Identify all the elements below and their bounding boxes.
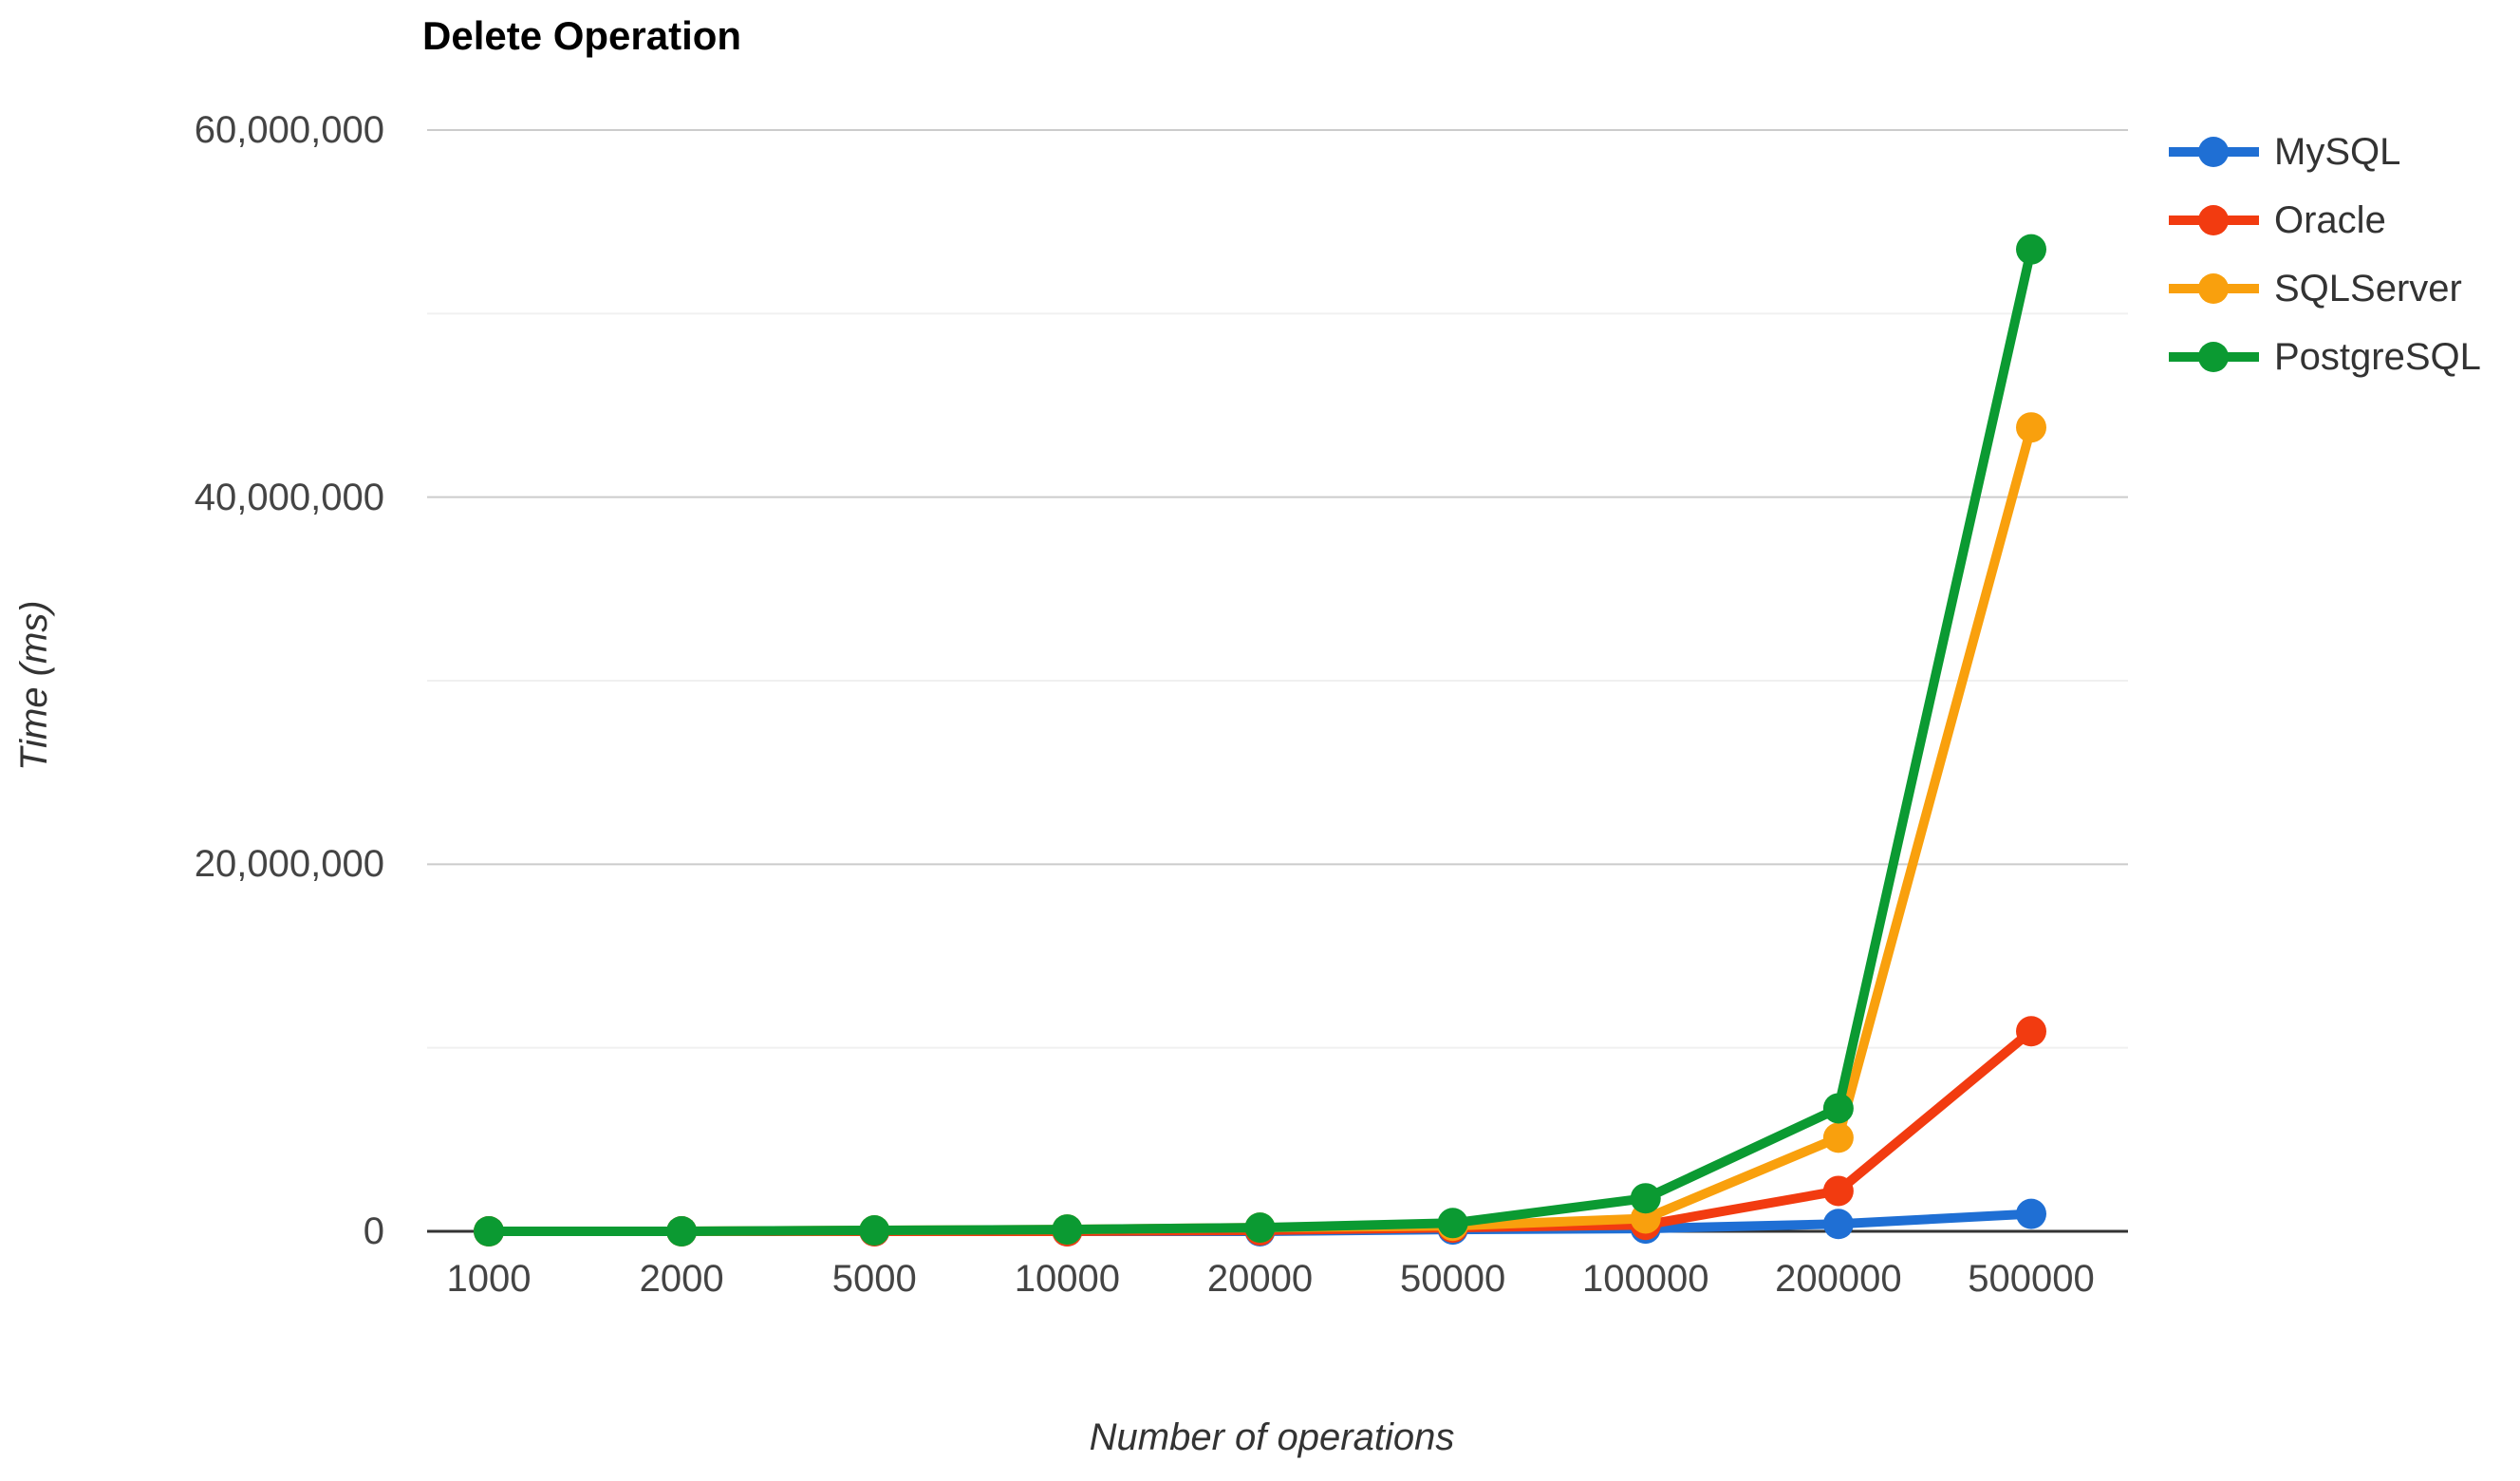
x-tick-label: 20000	[1206, 1258, 1314, 1300]
data-point-postgresql[interactable]	[2016, 234, 2046, 265]
legend-item-postgresql: PostgreSQL	[2169, 323, 2481, 391]
legend-item-sqlserver: SQLServer	[2169, 254, 2481, 323]
data-point-postgresql[interactable]	[1052, 1214, 1083, 1246]
legend-dot-icon	[2198, 342, 2229, 372]
chart-title: Delete Operation	[422, 13, 742, 58]
legend-line-marker-icon	[2169, 273, 2259, 304]
legend-dot-icon	[2198, 273, 2229, 304]
data-point-oracle[interactable]	[2016, 1016, 2046, 1047]
data-point-oracle[interactable]	[1822, 1175, 1854, 1207]
data-point-postgresql[interactable]	[859, 1215, 890, 1247]
legend: MySQL Oracle SQLServer PostgreSQL	[2169, 118, 2481, 391]
legend-dot-icon	[2198, 205, 2229, 235]
y-tick-label: 40,000,000	[194, 476, 384, 518]
legend-label: PostgreSQL	[2274, 335, 2481, 378]
legend-label: Oracle	[2274, 198, 2386, 241]
x-tick-label: 5000	[831, 1258, 917, 1300]
legend-item-oracle: Oracle	[2169, 186, 2481, 254]
legend-line-marker-icon	[2169, 342, 2259, 372]
data-point-sqlserver[interactable]	[1822, 1122, 1854, 1153]
data-point-postgresql[interactable]	[1437, 1208, 1468, 1239]
data-point-postgresql[interactable]	[666, 1216, 698, 1247]
series-line-sqlserver	[484, 422, 2036, 1236]
legend-dot-icon	[2198, 137, 2229, 167]
legend-line-marker-icon	[2169, 205, 2259, 235]
data-point-mysql[interactable]	[2016, 1198, 2046, 1229]
x-tick-label: 50000	[1400, 1258, 1506, 1300]
series-line-postgresql	[484, 244, 2036, 1236]
y-tick-label: 60,000,000	[194, 109, 384, 151]
data-point-postgresql[interactable]	[1822, 1093, 1854, 1124]
data-point-sqlserver[interactable]	[2016, 412, 2046, 443]
x-axis-title: Number of operations	[1089, 1416, 1455, 1458]
x-tick-label: 2000	[639, 1258, 724, 1300]
x-tick-label: 500000	[1968, 1258, 2095, 1300]
legend-item-mysql: MySQL	[2169, 118, 2481, 186]
y-tick-label: 20,000,000	[194, 843, 384, 886]
data-point-postgresql[interactable]	[1630, 1183, 1661, 1214]
x-tick-label: 100000	[1582, 1258, 1709, 1300]
x-tick-label: 1000	[446, 1258, 532, 1300]
legend-label: SQLServer	[2274, 267, 2462, 309]
legend-label: MySQL	[2274, 130, 2401, 173]
x-tick-label: 10000	[1014, 1258, 1120, 1300]
data-point-postgresql[interactable]	[474, 1216, 504, 1247]
y-tick-label: 0	[363, 1210, 384, 1252]
data-point-postgresql[interactable]	[1244, 1212, 1276, 1244]
legend-line-marker-icon	[2169, 137, 2259, 167]
data-point-mysql[interactable]	[1822, 1209, 1854, 1240]
x-tick-label: 200000	[1775, 1258, 1902, 1300]
